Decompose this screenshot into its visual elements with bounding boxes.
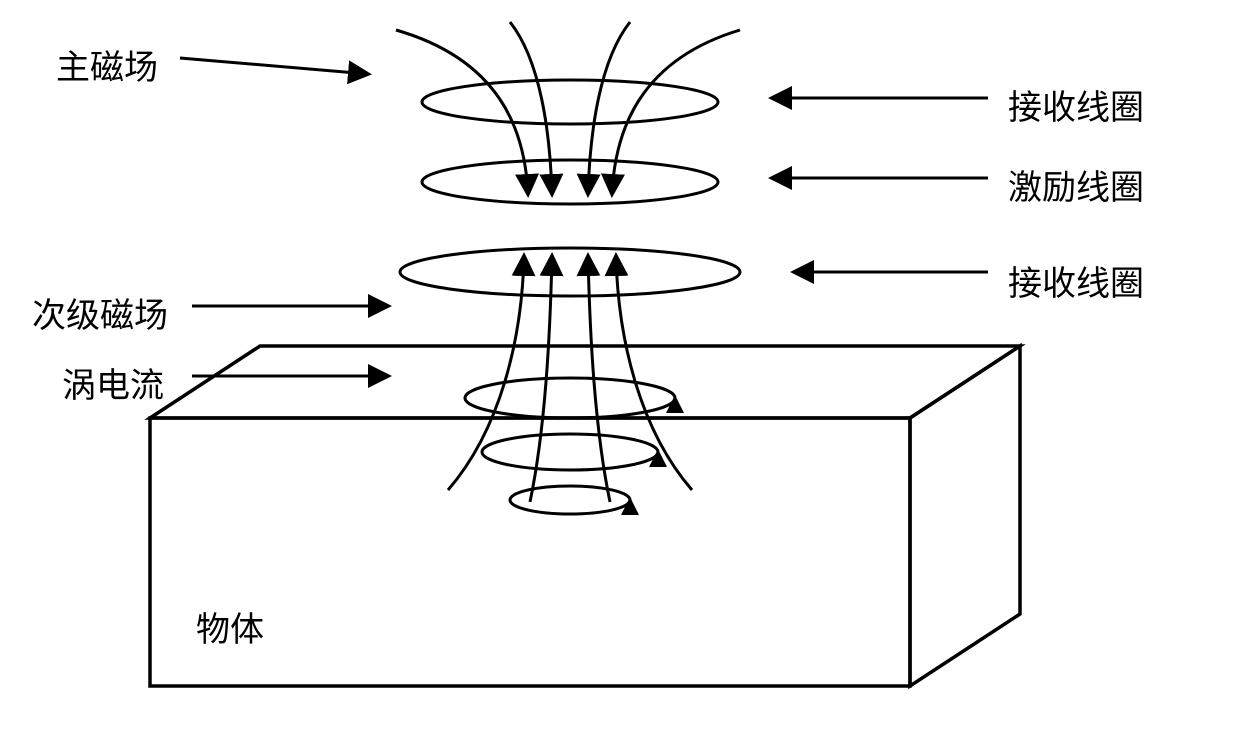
label-excitation-coil: 激励线圈 — [1008, 160, 1144, 209]
arrow-primary-field — [180, 58, 368, 74]
coils — [400, 80, 740, 296]
receiving-coil-bottom — [400, 248, 740, 296]
eddy-current-rings — [465, 378, 675, 514]
label-arrows — [180, 58, 988, 376]
excitation-coil — [422, 160, 718, 204]
label-object: 物体 — [196, 602, 264, 651]
object-box — [150, 346, 1020, 686]
label-receiving-coil-top: 接收线圈 — [1008, 80, 1144, 129]
label-receiving-coil-bottom: 接收线圈 — [1008, 256, 1144, 305]
receiving-coil-top — [422, 80, 718, 124]
label-eddy-current: 涡电流 — [62, 358, 164, 407]
label-secondary-field: 次级磁场 — [32, 288, 168, 337]
label-primary-field: 主磁场 — [56, 40, 158, 89]
